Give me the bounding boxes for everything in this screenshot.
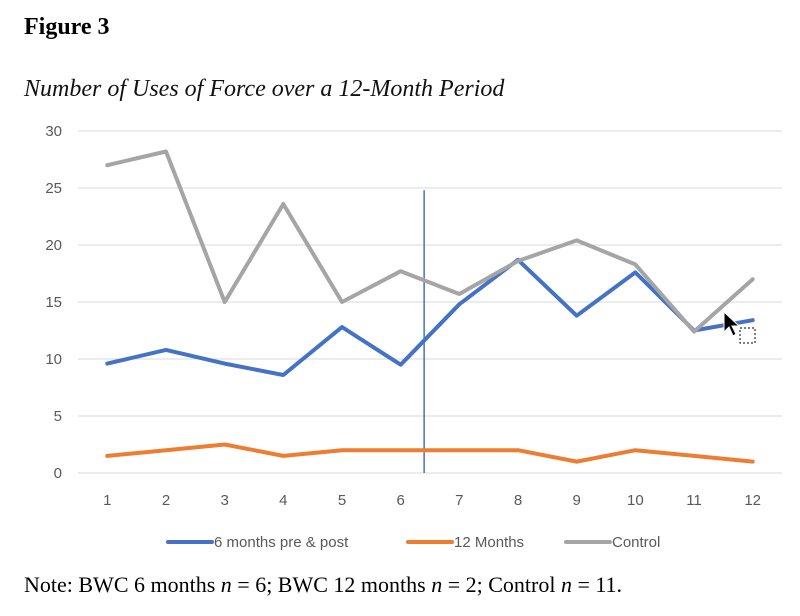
x-tick-label: 11	[686, 492, 702, 509]
y-tick-label: 25	[45, 180, 62, 197]
legend-item: Control	[564, 534, 660, 551]
note-n2-value: = 2; Control	[442, 572, 561, 597]
note-n3-value: = 11.	[571, 572, 623, 597]
footnote: Note: BWC 6 months n = 6; BWC 12 months …	[24, 572, 622, 598]
note-prefix: Note: BWC 6 months	[24, 572, 221, 597]
series-line-3	[105, 149, 755, 334]
x-tick-label: 5	[338, 492, 346, 509]
y-tick-label: 0	[54, 465, 62, 482]
x-tick-label: 3	[220, 492, 228, 509]
y-tick-label: 20	[45, 237, 62, 254]
x-tick-label: 2	[162, 492, 170, 509]
x-tick-label: 8	[514, 492, 522, 509]
legend-label: 12 Months	[454, 534, 524, 551]
x-tick-label: 9	[572, 492, 580, 509]
x-tick-label: 6	[396, 492, 404, 509]
figure-label: Figure 3	[24, 14, 110, 40]
note-n2-var: n	[431, 572, 443, 597]
x-tick-label: 4	[279, 492, 287, 509]
legend-item: 6 months pre & post	[166, 534, 349, 551]
legend-label: 6 months pre & post	[214, 534, 349, 551]
x-tick-label: 1	[103, 492, 111, 509]
note-n3-var: n	[560, 572, 572, 597]
x-tick-label: 10	[627, 492, 644, 509]
note-n1-var: n	[220, 572, 232, 597]
legend-label: Control	[612, 534, 660, 551]
series-line-2	[105, 442, 755, 464]
y-tick-label: 30	[45, 123, 62, 140]
y-tick-label: 10	[45, 351, 62, 368]
y-tick-label: 15	[45, 294, 62, 311]
mouse-cursor-icon	[723, 310, 756, 344]
y-tick-label: 5	[54, 408, 62, 425]
legend-item: 12 Months	[406, 534, 524, 551]
chart-title: Number of Uses of Force over a 12-Month …	[24, 76, 505, 102]
x-tick-label: 12	[744, 492, 761, 509]
x-tick-label: 7	[455, 492, 463, 509]
note-n1-value: = 6; BWC 12 months	[231, 572, 432, 597]
series-line-1	[105, 257, 755, 377]
